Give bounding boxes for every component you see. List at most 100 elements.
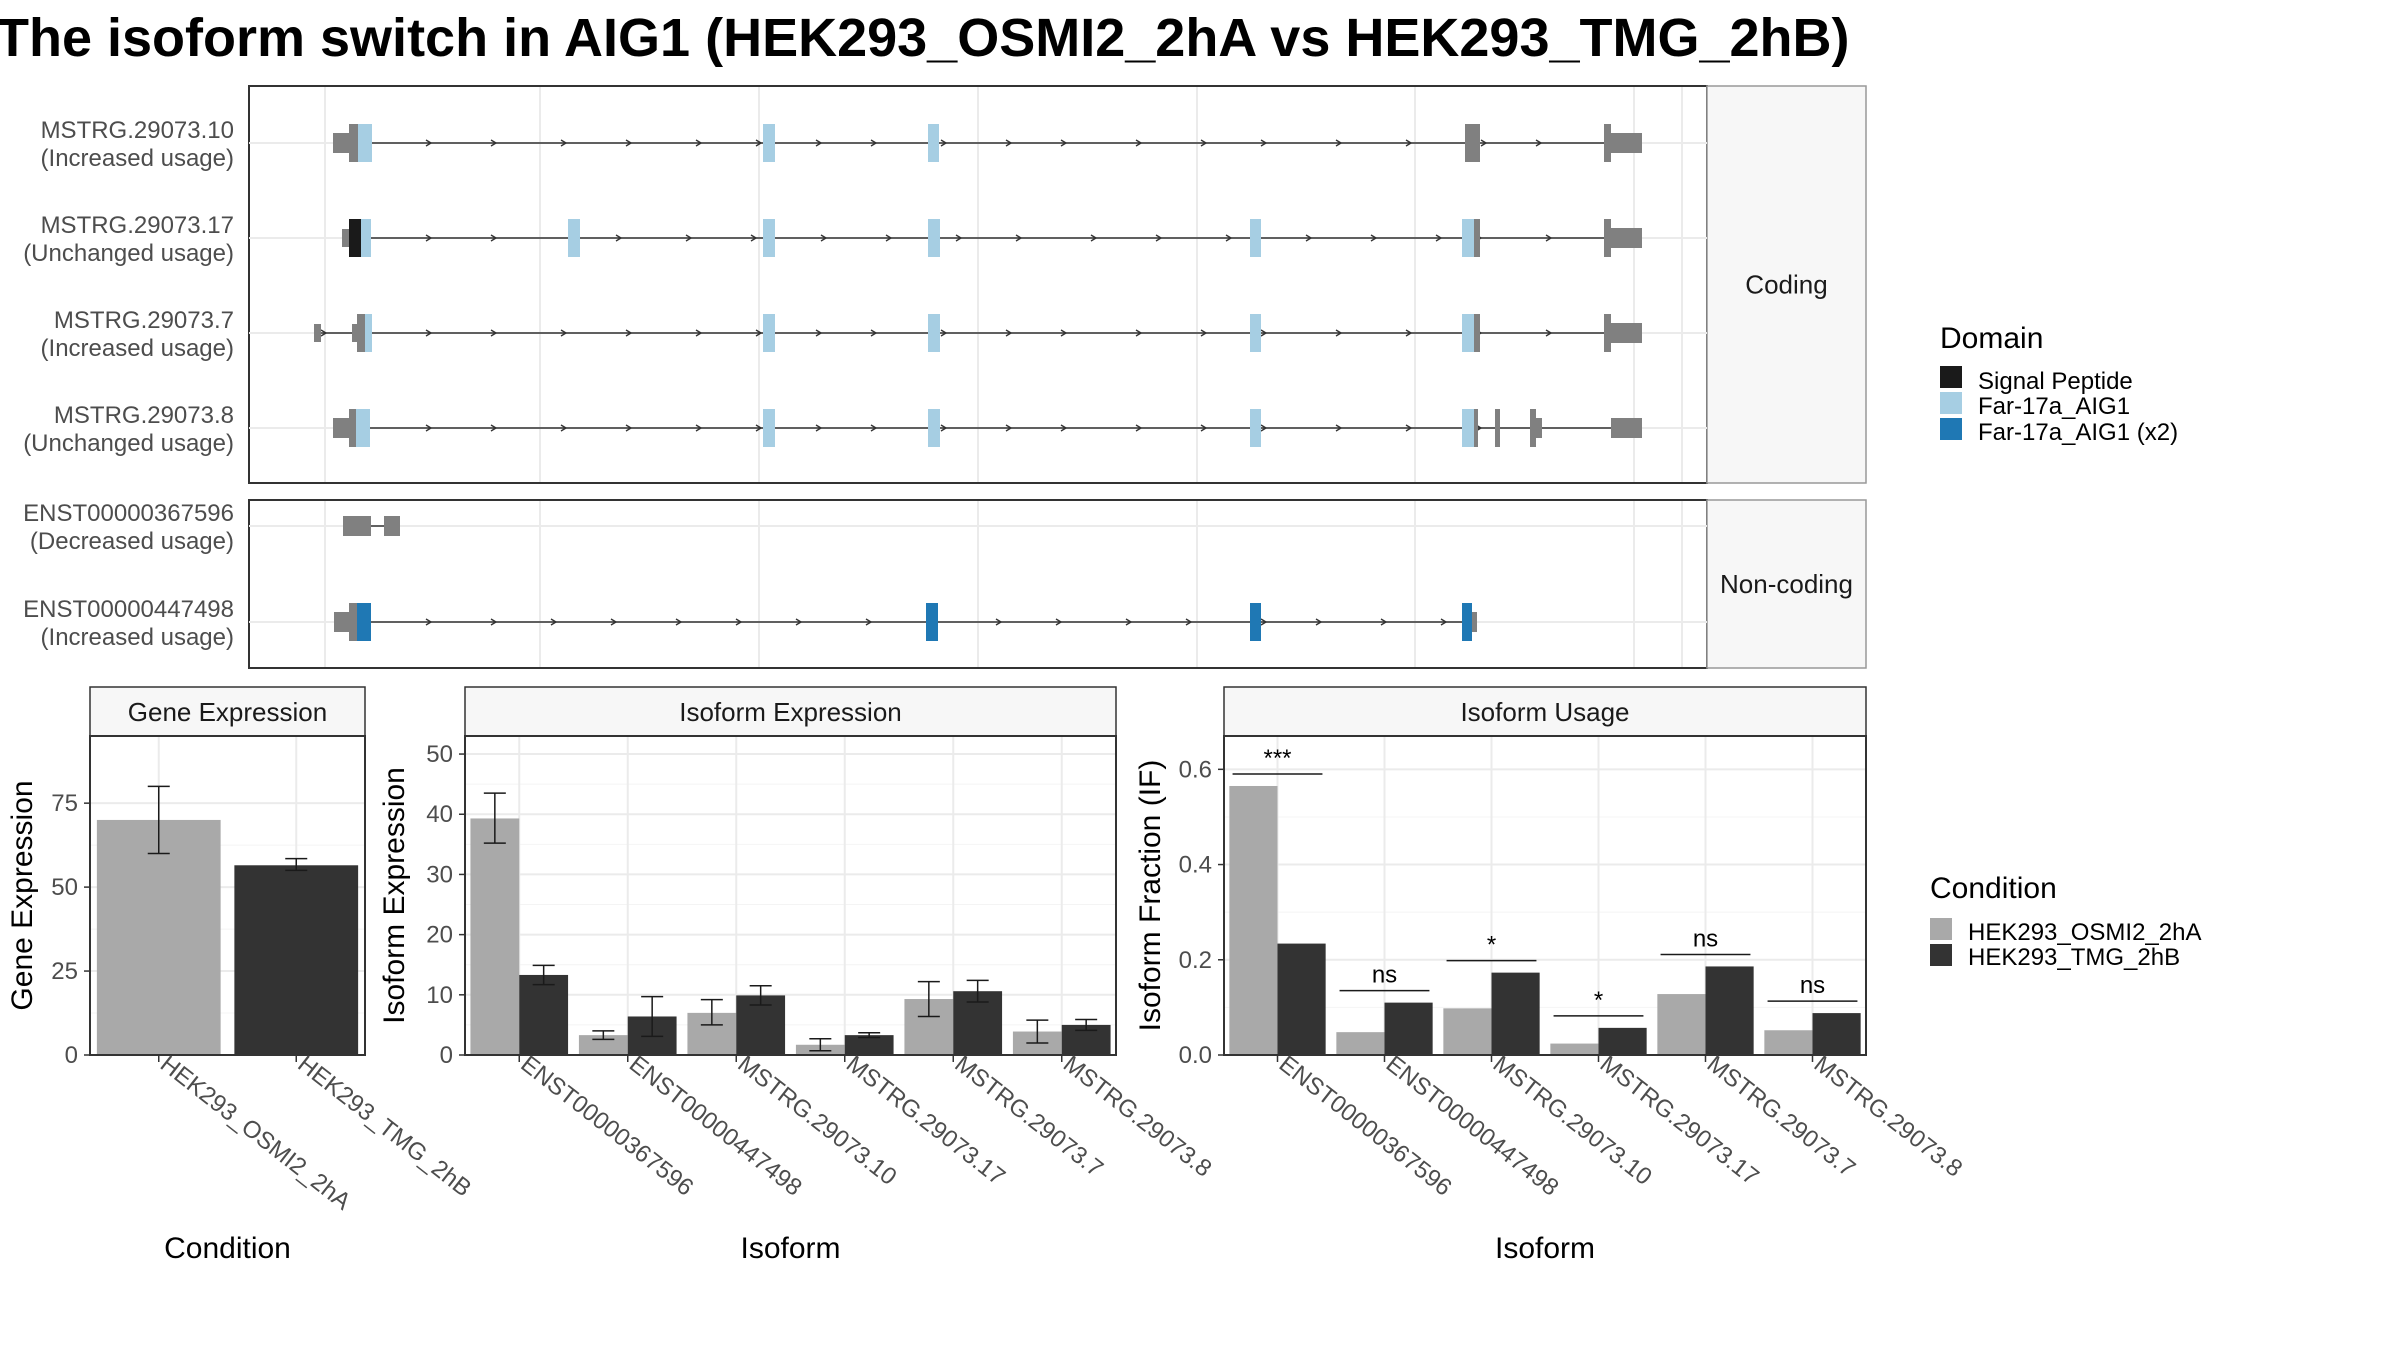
bar — [1229, 785, 1278, 1055]
intron-arrow — [1405, 424, 1413, 432]
intron-arrow — [1185, 618, 1193, 626]
intron-arrow — [870, 139, 878, 147]
legend-label-far17a: Far-17a_AIG1 — [1978, 393, 2130, 420]
isoform-id-label: MSTRG.29073.8 — [54, 402, 234, 429]
intron-arrow — [425, 424, 433, 432]
intron-arrow — [615, 234, 623, 242]
y-tick-label: 10 — [426, 982, 453, 1009]
y-tick-label: 20 — [426, 922, 453, 949]
exon-block — [333, 133, 349, 153]
intron-arrow — [795, 618, 803, 626]
intron-arrow — [1125, 618, 1133, 626]
intron-arrow — [490, 234, 498, 242]
panel-title: Gene Expression — [128, 697, 327, 727]
intron-arrow — [820, 234, 828, 242]
y-tick-label: 75 — [51, 790, 78, 817]
domain-block — [1462, 409, 1474, 447]
intron-arrow — [685, 234, 693, 242]
bar — [96, 819, 221, 1055]
panel-strip — [89, 686, 366, 737]
plot-border — [1223, 735, 1867, 1056]
intron-arrow — [1200, 139, 1208, 147]
y-tick-label: 0 — [440, 1042, 453, 1069]
intron-arrow — [1200, 329, 1208, 337]
bar — [578, 1035, 628, 1055]
plot-bg — [465, 736, 1116, 1055]
intron-arrow — [1155, 234, 1163, 242]
exon-block — [1472, 314, 1480, 352]
y-tick-label: 0.6 — [1179, 756, 1212, 783]
domain-block — [928, 314, 940, 352]
intron-arrow — [885, 234, 893, 242]
domain-block — [763, 124, 775, 162]
y-tick-label: 25 — [51, 958, 78, 985]
intron-arrow — [1260, 618, 1268, 626]
legend-label-cond-a: HEK293_OSMI2_2hA — [1968, 919, 2201, 946]
intron-arrow — [425, 618, 433, 626]
intron-arrow — [1005, 329, 1013, 337]
intron-arrow — [1260, 329, 1268, 337]
y-tick-label: 0 — [65, 1042, 78, 1069]
intron-arrow — [815, 139, 823, 147]
domain-block — [928, 409, 940, 447]
intron-arrow — [1405, 139, 1413, 147]
bar — [844, 1035, 894, 1055]
intron-arrow — [625, 139, 633, 147]
bar-panel-2: Isoform Expression01020304050ENST0000036… — [378, 686, 1217, 1265]
y-axis-title: Isoform Fraction (IF) — [1134, 760, 1167, 1032]
legend-label-signal-peptide: Signal Peptide — [1978, 368, 2133, 395]
exon-block — [365, 314, 372, 352]
intron-arrow — [755, 329, 763, 337]
exon-block — [352, 324, 357, 342]
structure-strip-label: Coding — [1745, 270, 1827, 300]
x-tick-label: ENST00000447498 — [1381, 1050, 1564, 1201]
exon-block — [1604, 124, 1611, 162]
exon-block — [349, 409, 356, 447]
y-tick-label: 0.4 — [1179, 852, 1212, 879]
y-tick-label: 0.2 — [1179, 947, 1212, 974]
figure-title: The isoform switch in AIG1 (HEK293_OSMI2… — [0, 8, 1850, 68]
intron-arrow — [815, 329, 823, 337]
y-tick-label: 50 — [51, 874, 78, 901]
bar — [1443, 1008, 1492, 1055]
intron-arrow — [955, 234, 963, 242]
exon-block — [1611, 228, 1642, 248]
domain-block — [1462, 314, 1474, 352]
legend-key-cond-a — [1930, 918, 1952, 940]
intron-arrow — [490, 618, 498, 626]
intron-arrow — [1335, 329, 1343, 337]
x-axis-title: Condition — [164, 1232, 291, 1265]
intron-arrow — [1335, 424, 1343, 432]
intron-arrow — [610, 618, 618, 626]
intron-arrow — [870, 329, 878, 337]
intron-arrow — [735, 618, 743, 626]
intron-arrow — [550, 618, 558, 626]
intron-arrow — [1435, 234, 1443, 242]
intron-arrow — [1225, 234, 1233, 242]
bar — [1764, 1030, 1813, 1055]
intron-arrow — [1545, 329, 1553, 337]
legend-key-far17a-x2 — [1940, 418, 1962, 440]
bar — [1336, 1032, 1385, 1055]
bar — [1384, 1002, 1433, 1055]
intron-arrow — [870, 424, 878, 432]
intron-arrow — [1335, 139, 1343, 147]
intron-arrow — [995, 618, 1003, 626]
intron-arrow — [1090, 234, 1098, 242]
intron-arrow — [425, 329, 433, 337]
intron-arrow — [425, 139, 433, 147]
bar — [519, 974, 569, 1055]
structure-strip — [1706, 85, 1867, 484]
isoform-id-label: ENST00000367596 — [23, 500, 234, 527]
bar — [1705, 966, 1754, 1055]
intron-arrow — [1060, 424, 1068, 432]
significance-label: ns — [1693, 925, 1718, 952]
intron-arrow — [625, 329, 633, 337]
plot-border — [89, 735, 366, 1056]
isoform-id-label: ENST00000447498 — [23, 596, 234, 623]
legend-key-cond-b — [1930, 944, 1952, 966]
bar — [1277, 943, 1326, 1055]
intron-arrow — [625, 424, 633, 432]
intron-arrow — [560, 329, 568, 337]
exon-block — [1530, 409, 1536, 447]
